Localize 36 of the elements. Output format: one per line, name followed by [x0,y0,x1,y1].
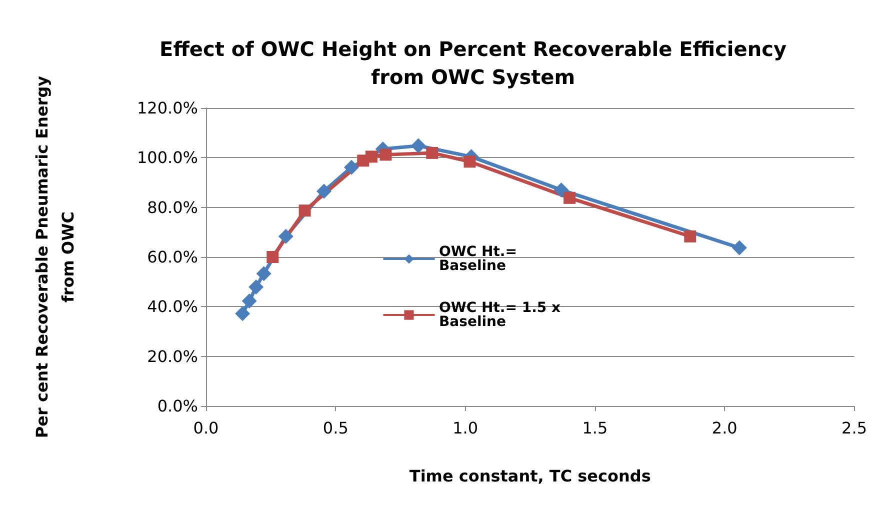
point [426,146,438,159]
x-tick-label: 0.0 [193,418,219,438]
x-tick-label: 2.5 [842,418,868,438]
point [316,184,332,199]
point [684,230,696,242]
point [365,150,378,163]
y-axis-title: Per cent Recoverable Pneumaric Energy from OWC [32,75,78,438]
point [235,306,250,322]
x-tick-label: 2.0 [712,418,738,438]
point [410,138,426,154]
point [248,280,264,295]
legend-label: OWC Ht.= 1.5 x Baseline [439,300,566,330]
point [278,228,294,244]
y-tick-label: 0.0% [157,396,198,416]
y-tick-label: 40.0% [147,297,198,316]
point [554,182,569,198]
point [564,192,576,204]
point [464,156,476,168]
y-tick-label: 60.0% [147,248,198,266]
point [344,160,359,175]
point [266,251,279,263]
point [256,266,272,282]
point [380,148,392,161]
x-tick-label: 1.0 [452,418,478,438]
point [732,240,747,256]
x-tick-label: 0.5 [322,418,348,438]
y-tick-label: 20.0% [147,346,198,366]
chart-title: Effect of OWC Height on Percent Recoverable Efficiency from OWC System [160,37,786,89]
y-tick-label: 100.0% [136,148,198,168]
y-tick-label: 80.0% [147,198,198,217]
legend-label: OWC Ht.= Baseline [439,244,522,274]
x-axis-title: Time constant, TC seconds [409,466,651,486]
point [298,204,311,217]
x-tick-label: 1.5 [582,418,608,438]
y-tick-label: 120.0% [136,98,198,118]
point [242,293,257,308]
